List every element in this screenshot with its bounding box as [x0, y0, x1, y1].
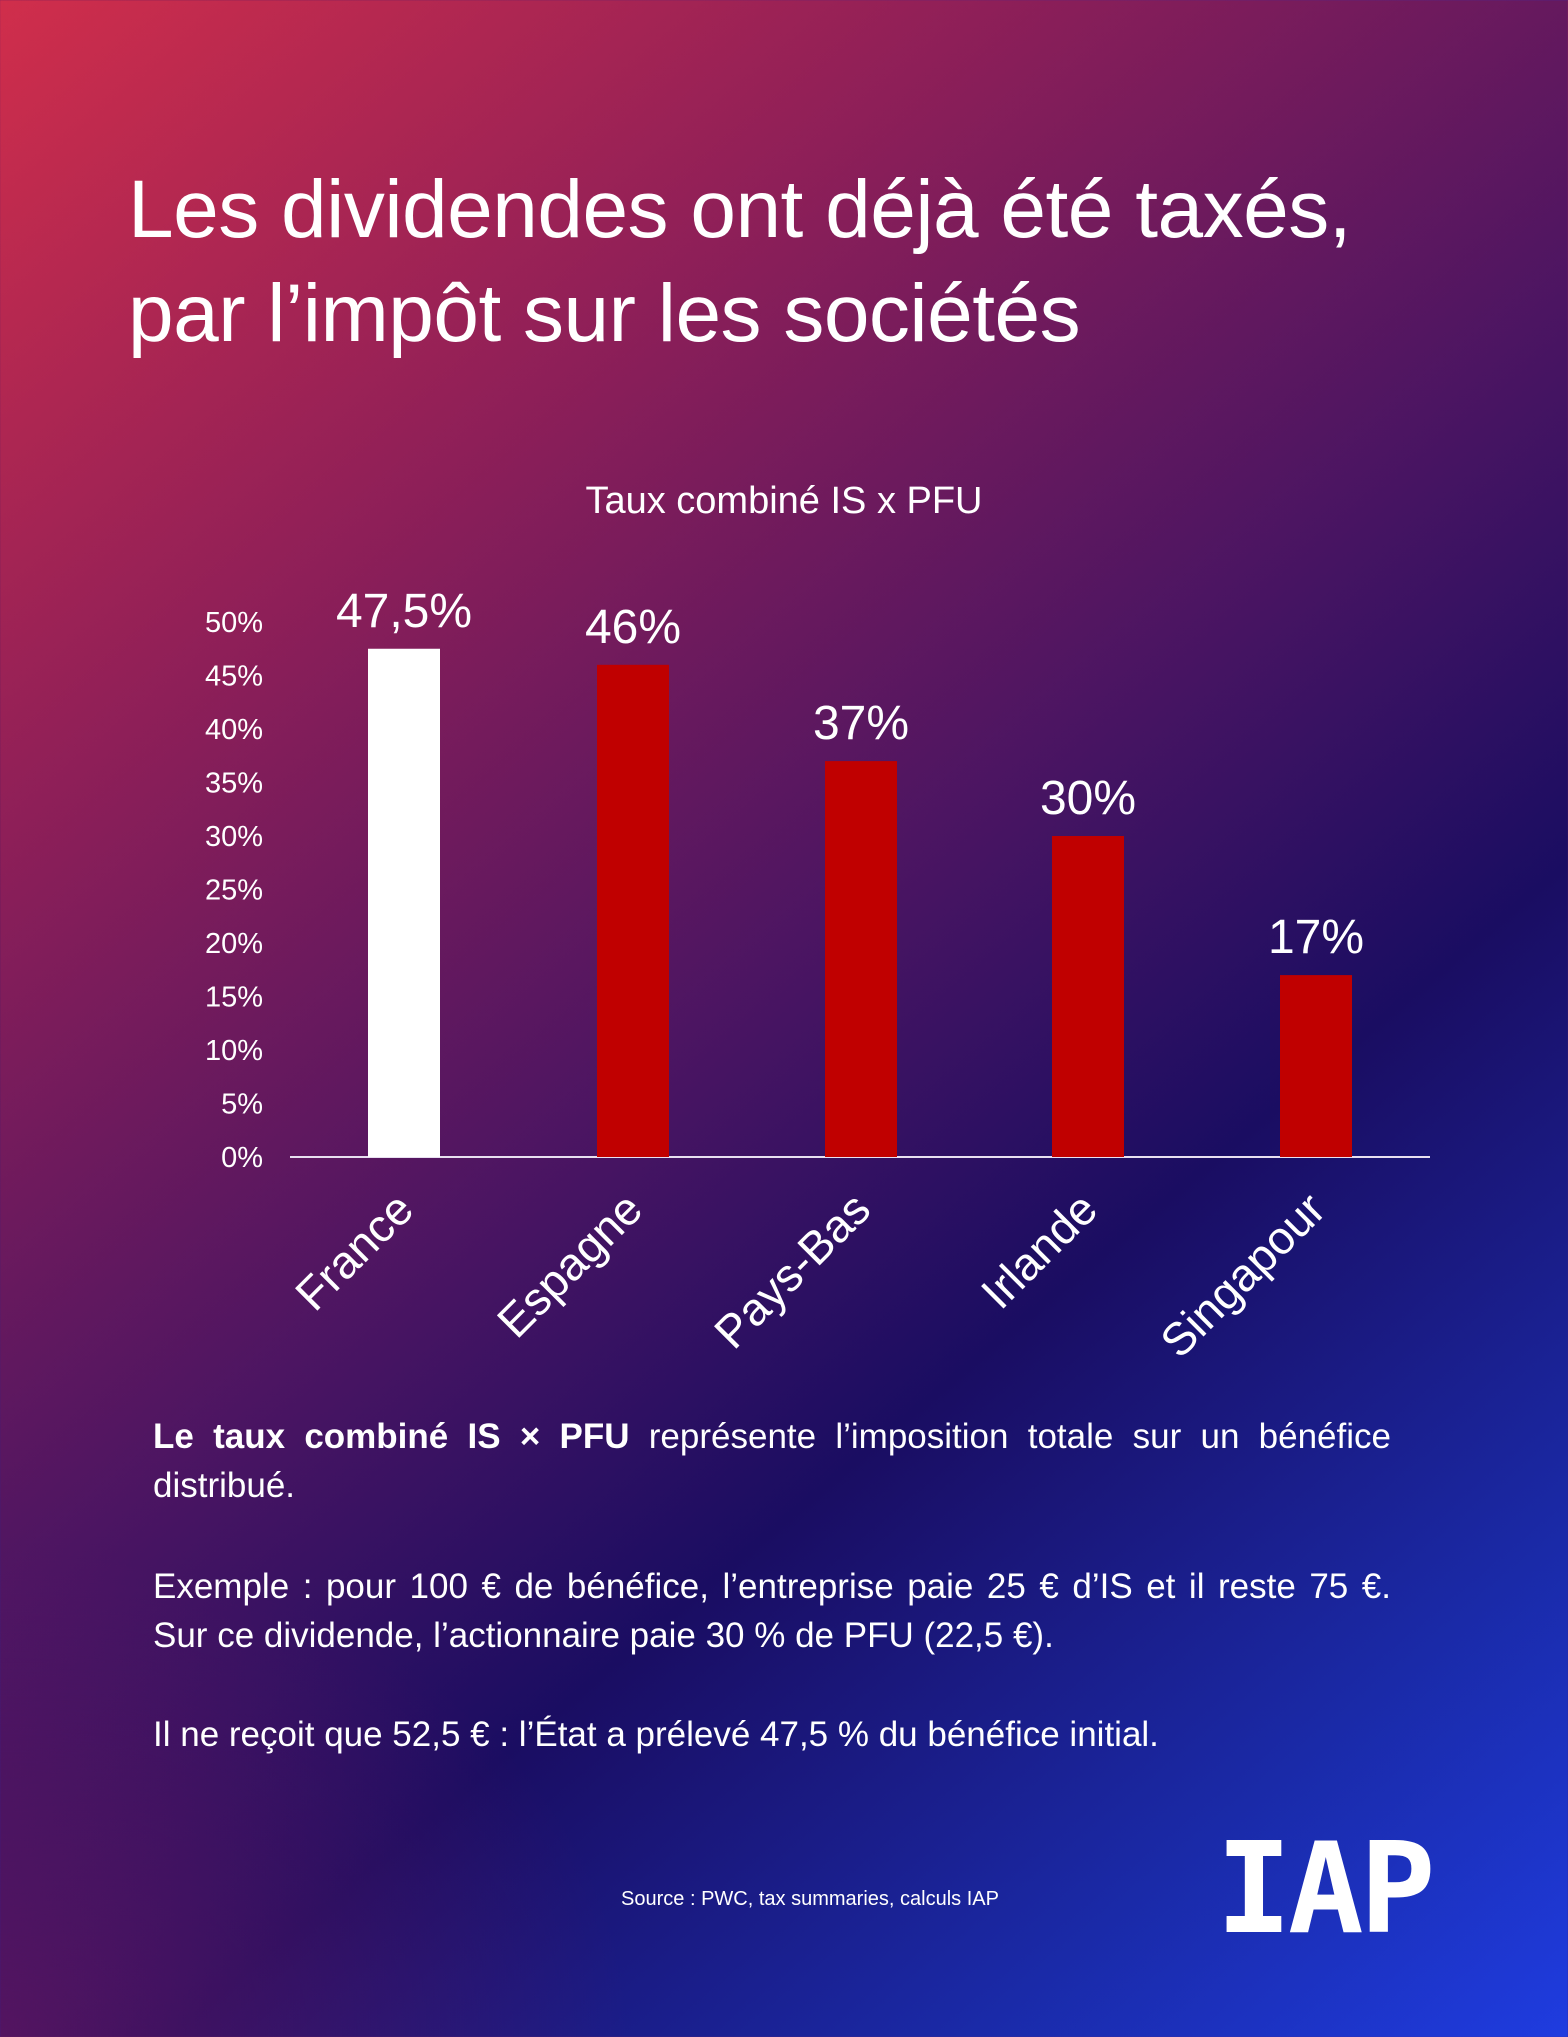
y-tick-label: 10%	[205, 1035, 263, 1067]
bar-espagne	[597, 664, 669, 1157]
value-label: 30%	[1040, 772, 1136, 825]
y-tick-label: 0%	[221, 1142, 263, 1174]
y-tick-label: 25%	[205, 875, 263, 907]
source-note: Source : PWC, tax summaries, calculs IAP	[621, 1888, 999, 1910]
value-label: 17%	[1268, 911, 1364, 964]
bar-singapour	[1280, 975, 1352, 1157]
category-label: Pays-Bas	[704, 1182, 880, 1358]
chart-title: Taux combiné IS x PFU	[585, 480, 983, 522]
value-label: 37%	[813, 697, 909, 750]
page-title: Les dividendes ont déjà été taxés, par l…	[128, 164, 1351, 359]
conclusion-paragraph: Il ne reçoit que 52,5 € : l’État a préle…	[153, 1715, 1159, 1754]
y-tick-label: 50%	[205, 607, 263, 639]
y-tick-label: 15%	[205, 982, 263, 1014]
y-tick-label: 40%	[205, 714, 263, 746]
example-paragraph: Exemple : pour 100 € de bénéfice, l’entr…	[153, 1567, 1391, 1655]
definition-term: Le taux combiné IS × PFU	[153, 1417, 630, 1456]
y-tick-label: 20%	[205, 928, 263, 960]
category-label: Irlande	[971, 1182, 1107, 1318]
bar-chart: 0% 5% 10% 15% 20% 25% 30% 35% 40% 45% 50% 47,5% Fra…	[205, 585, 1430, 1368]
value-label: 47,5%	[336, 585, 472, 638]
category-label: Espagne	[487, 1182, 652, 1347]
bars: 47,5% France 46% Espagne 37% Pays-Bas 30% Irlan…	[285, 585, 1364, 1368]
y-axis: 0% 5% 10% 15% 20% 25% 30% 35% 40% 45% 50%	[205, 607, 263, 1174]
y-tick-label: 30%	[205, 821, 263, 853]
y-tick-label: 5%	[221, 1089, 263, 1121]
y-tick-label: 45%	[205, 661, 263, 693]
value-label: 46%	[585, 601, 681, 654]
definition-paragraph: Le taux combiné IS × PFU représente l’im…	[153, 1412, 1391, 1510]
definition-text: représente l’imposition totale sur un bé…	[153, 1417, 1391, 1505]
bar-pays-bas	[825, 761, 897, 1157]
bar-france	[368, 648, 440, 1157]
category-label: France	[285, 1182, 423, 1320]
category-label: Singapour	[1150, 1182, 1335, 1367]
y-tick-label: 35%	[205, 768, 263, 800]
iap-logo: IAP	[1216, 1815, 1436, 1962]
bar-irlande	[1052, 836, 1124, 1157]
